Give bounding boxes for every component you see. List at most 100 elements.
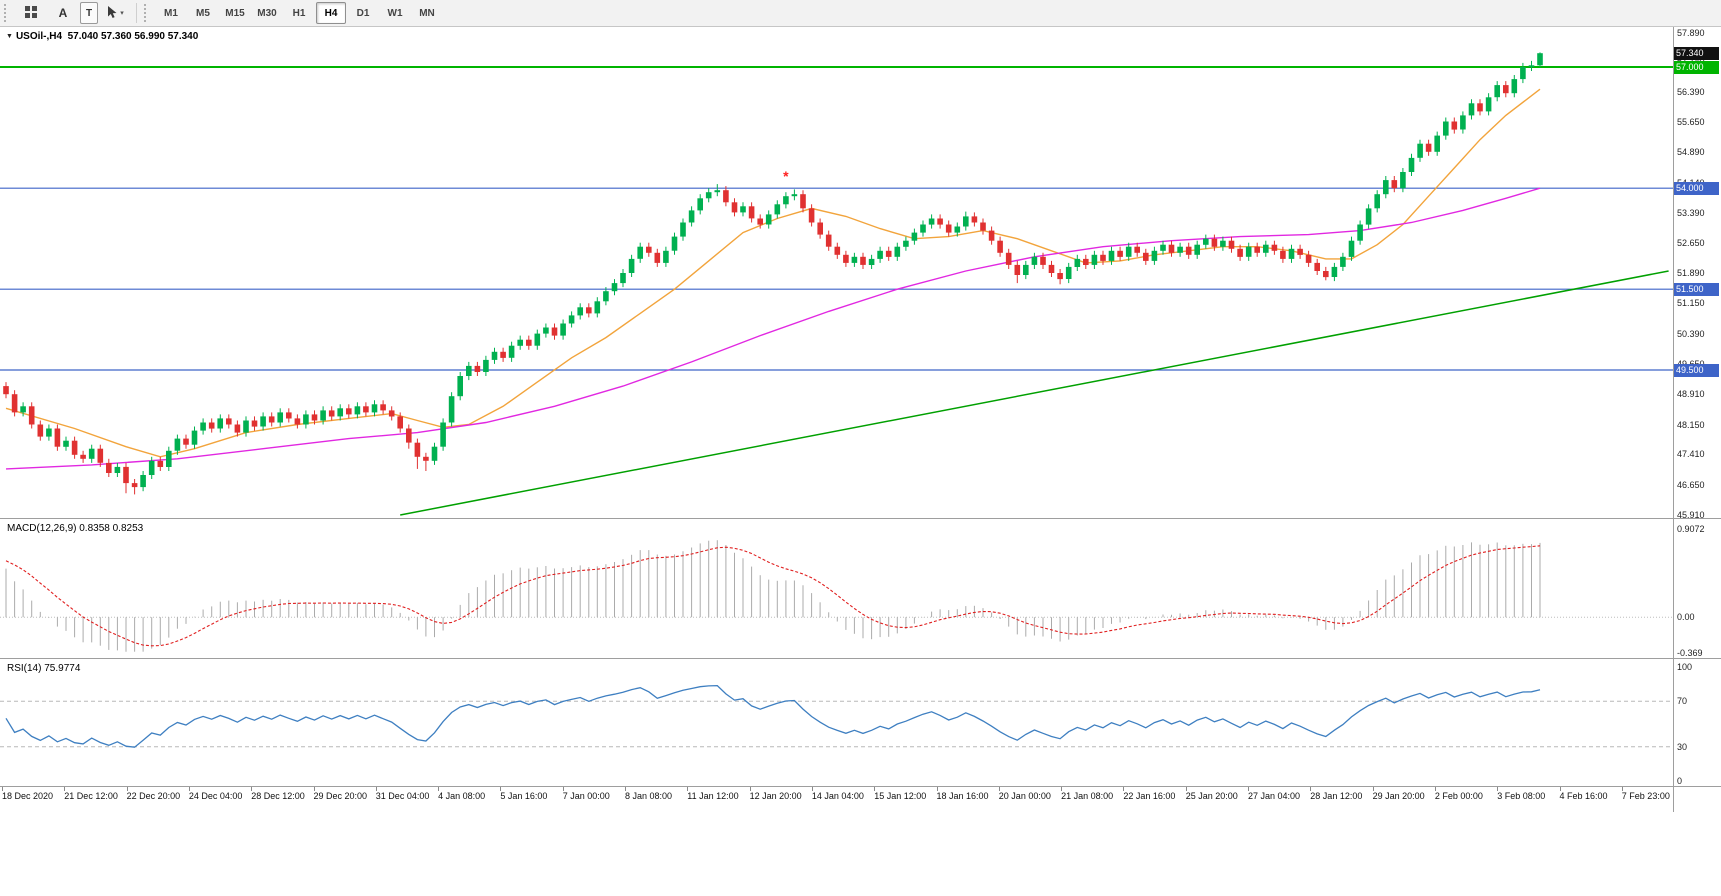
timeframe-button-m1[interactable]: M1 <box>164 7 178 19</box>
timeframe-button-w1[interactable]: W1 <box>387 7 403 19</box>
time-axis-label: 22 Jan 16:00 <box>1123 791 1176 801</box>
price-axis-tick: 51.890 <box>1677 268 1705 279</box>
price-axis-tick: 56.390 <box>1677 86 1705 97</box>
panel-separator-rsi[interactable] <box>0 658 1721 659</box>
timeframe-button-d1[interactable]: D1 <box>356 7 370 19</box>
price-axis-tick: 54.890 <box>1677 147 1705 158</box>
time-axis-label: 29 Dec 20:00 <box>313 791 368 801</box>
rsi-panel-canvas[interactable] <box>0 659 1721 786</box>
price-axis-tick: 48.150 <box>1677 419 1705 430</box>
rsi-axis-tick: 70 <box>1677 696 1688 707</box>
price-tag-57.340: 57.340 <box>1674 46 1719 60</box>
time-axis-tick <box>562 787 564 791</box>
macd-values: 0.8358 0.8253 <box>79 523 144 534</box>
time-axis-label: 24 Dec 04:00 <box>188 791 243 801</box>
price-axis-tick: 50.390 <box>1677 329 1705 339</box>
macd-panel-canvas[interactable] <box>0 519 1721 658</box>
time-axis-label: 31 Dec 04:00 <box>375 791 430 801</box>
time-axis-label: 22 Dec 20:00 <box>126 791 181 801</box>
time-axis-tick <box>1310 787 1312 791</box>
time-axis-tick <box>188 787 190 791</box>
time-axis-tick <box>625 787 626 791</box>
price-axis-border <box>1673 27 1674 812</box>
time-axis-tick <box>1248 787 1249 791</box>
toolbar-separator <box>136 3 137 23</box>
time-axis-tick <box>998 787 1000 791</box>
time-axis-tick <box>1372 787 1374 791</box>
time-axis-label: 25 Jan 20:00 <box>1185 791 1238 801</box>
price-axis-tick: 55.650 <box>1677 116 1705 127</box>
macd-axis-tick: 0.9072 <box>1677 524 1705 534</box>
timeframe-button-h1[interactable]: H1 <box>292 7 306 19</box>
cursor-tool-button[interactable]: ▾ <box>100 2 130 24</box>
time-axis-label: 8 Jan 08:00 <box>625 791 673 801</box>
rsi-axis-tick: 100 <box>1677 662 1693 672</box>
macd-axis-tick: -0.369 <box>1677 648 1703 658</box>
time-axis-tick <box>1434 787 1436 791</box>
chart-ohlc-values: 57.040 57.360 56.990 57.340 <box>67 31 199 42</box>
time-axis-label: 28 Dec 12:00 <box>251 791 305 801</box>
timeframe-button-group: M1 M5 M15 M30 H1 H4 D1 W1 MN <box>155 2 443 24</box>
price-axis-tick: 57.890 <box>1677 28 1705 38</box>
price-axis-tick: 46.650 <box>1677 480 1705 491</box>
price-tag-54.000: 54.000 <box>1674 181 1719 195</box>
price-chart-canvas[interactable]: * <box>0 27 1721 518</box>
time-axis-label: 29 Jan 20:00 <box>1372 791 1425 801</box>
time-axis-tick <box>375 787 377 791</box>
time-axis-label: 11 Jan 12:00 <box>687 791 739 801</box>
time-axis-label: 3 Feb 08:00 <box>1497 791 1546 801</box>
time-axis-tick <box>126 787 128 791</box>
time-axis-label: 7 Feb 23:00 <box>1621 791 1670 801</box>
time-axis-tick <box>500 787 502 791</box>
toolbar-drag-handle[interactable] <box>4 4 10 22</box>
time-axis-label: 5 Jan 16:00 <box>500 791 548 801</box>
rsi-axis-tick: 0 <box>1677 776 1683 786</box>
macd-indicator-label: MACD(12,26,9) 0.8358 0.8253 <box>7 523 144 534</box>
time-axis-label: 7 Jan 00:00 <box>562 791 610 801</box>
svg-text:*: * <box>783 168 789 184</box>
time-axis-tick <box>1061 787 1063 791</box>
time-axis-tick <box>1621 787 1623 791</box>
timeframe-toolbar-drag-handle[interactable] <box>144 4 150 22</box>
grid-icon <box>24 5 38 22</box>
timeframe-button-m30[interactable]: M30 <box>257 7 277 19</box>
time-axis-label: 4 Jan 08:00 <box>438 791 486 801</box>
price-axis-tick: 51.150 <box>1677 298 1705 309</box>
time-axis-tick <box>313 787 315 791</box>
cursor-icon <box>106 5 118 22</box>
time-axis-tick <box>1123 787 1125 791</box>
top-toolbar: A T ▾ M1 M5 M15 M30 H1 H4 D1 W1 MN <box>0 0 1721 27</box>
time-axis-label: 18 Jan 16:00 <box>936 791 989 801</box>
text-annotation-a-button[interactable]: A <box>58 6 68 20</box>
time-axis-tick <box>1497 787 1499 791</box>
time-axis-tick <box>749 787 751 791</box>
time-axis-label: 21 Dec 12:00 <box>64 791 118 801</box>
symbol-dropdown-icon: ▼ <box>6 33 13 40</box>
price-axis-tick: 48.910 <box>1677 388 1705 399</box>
timeframe-button-mn[interactable]: MN <box>419 7 435 19</box>
time-axis-separator <box>0 786 1721 787</box>
time-axis-label: 14 Jan 04:00 <box>811 791 864 801</box>
price-axis-tick: 45.910 <box>1677 510 1705 520</box>
panel-separator-macd[interactable] <box>0 518 1721 519</box>
chart-grid-button[interactable] <box>16 2 46 24</box>
time-axis-tick <box>1559 787 1561 791</box>
time-axis-tick <box>1185 787 1187 791</box>
timeframe-button-h4[interactable]: H4 <box>316 2 346 24</box>
time-axis-tick <box>2 787 3 791</box>
time-axis-label: 18 Dec 2020 <box>2 791 54 801</box>
text-label-t-button[interactable]: T <box>80 2 98 24</box>
macd-axis-tick: 0.00 <box>1677 612 1695 623</box>
timeframe-button-m15[interactable]: M15 <box>225 7 245 19</box>
time-axis-label: 28 Jan 12:00 <box>1310 791 1363 801</box>
time-axis-label: 2 Feb 00:00 <box>1434 791 1483 801</box>
timeframe-button-m5[interactable]: M5 <box>196 7 210 19</box>
time-axis-label: 4 Feb 16:00 <box>1559 791 1608 801</box>
time-axis-label: 27 Jan 04:00 <box>1248 791 1301 801</box>
time-axis-label: 21 Jan 08:00 <box>1061 791 1114 801</box>
price-axis-tick: 53.390 <box>1677 207 1705 218</box>
price-tag-49.500: 49.500 <box>1674 363 1719 377</box>
chart-symbol-timeframe: USOil-,H4 <box>15 31 63 42</box>
rsi-indicator-label: RSI(14) 75.9774 <box>7 663 81 674</box>
